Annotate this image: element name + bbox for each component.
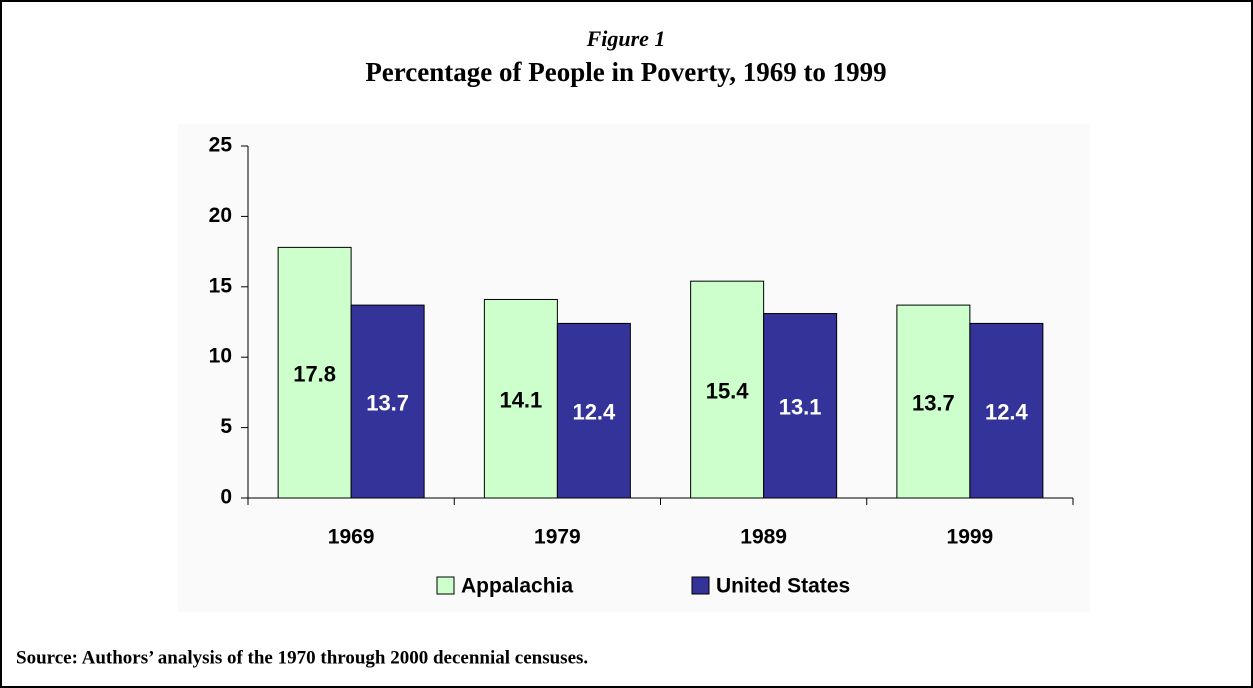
y-tick-label: 20 — [209, 204, 232, 227]
data-label: 13.7 — [912, 390, 955, 415]
bar — [350, 304, 425, 499]
y-tick-label: 5 — [220, 415, 232, 438]
source-note: Source: Authors’ analysis of the 1970 th… — [16, 647, 588, 668]
legend-label: Appalachia — [461, 575, 573, 598]
bar — [690, 280, 765, 499]
bar — [277, 246, 352, 499]
y-tick-label: 15 — [209, 274, 233, 297]
chart-title: Percentage of People in Poverty, 1969 to… — [365, 57, 886, 87]
data-label: 12.4 — [572, 400, 616, 425]
data-label: 13.7 — [366, 390, 409, 415]
x-tick-label: 1999 — [947, 526, 994, 549]
x-tick-label: 1969 — [328, 526, 375, 549]
legend-label: United States — [716, 575, 850, 598]
bar — [483, 298, 558, 499]
figure-label: Figure 1 — [586, 26, 666, 51]
bar — [556, 322, 631, 499]
bar — [969, 322, 1044, 499]
data-label: 12.4 — [985, 400, 1029, 425]
legend-swatch — [691, 576, 710, 595]
data-label: 17.8 — [293, 362, 336, 387]
legend-swatch — [436, 576, 455, 595]
data-label: 14.1 — [499, 388, 542, 413]
x-tick-label: 1989 — [740, 526, 787, 549]
data-label: 15.4 — [706, 378, 750, 403]
y-tick-label: 0 — [220, 486, 232, 509]
x-tick-label: 1979 — [534, 526, 581, 549]
data-label: 13.1 — [779, 395, 822, 420]
bar — [896, 304, 971, 499]
y-tick-label: 25 — [209, 134, 233, 157]
bar — [763, 313, 838, 499]
y-tick-label: 10 — [209, 345, 232, 368]
